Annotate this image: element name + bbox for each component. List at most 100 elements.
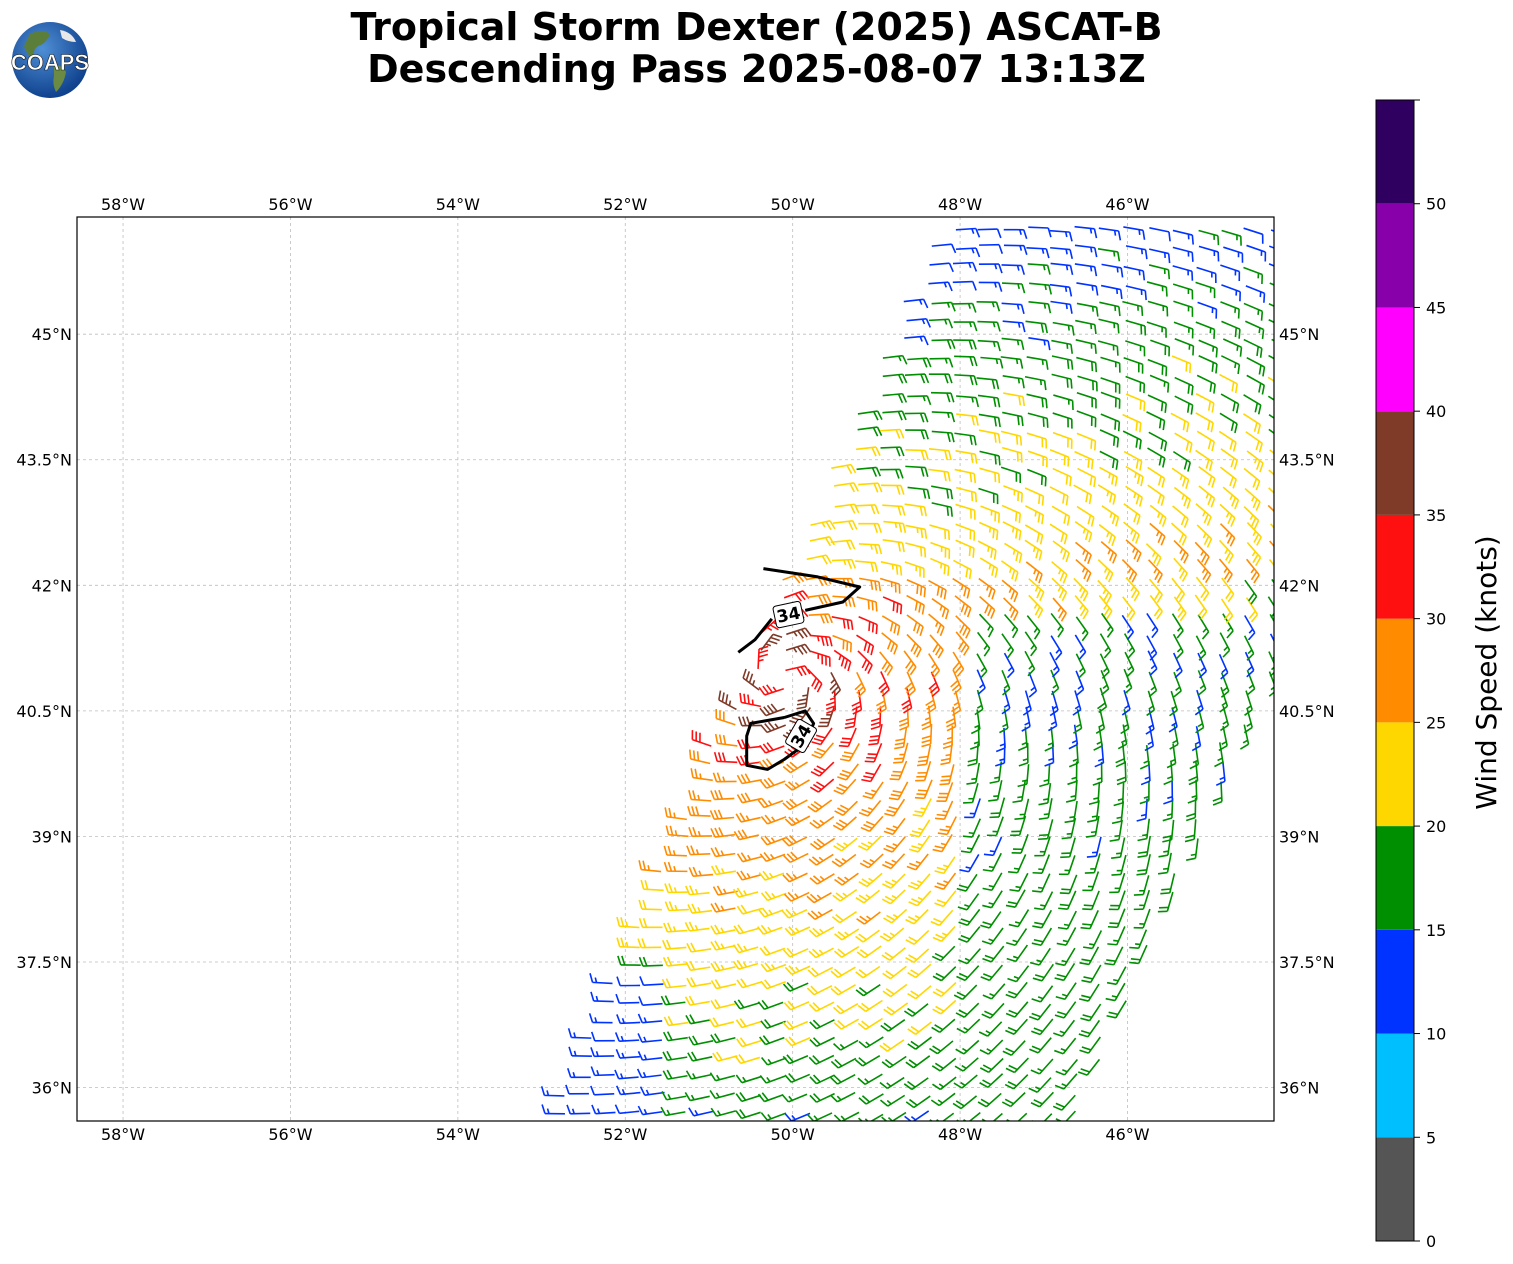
wind-barb bbox=[1105, 982, 1126, 1002]
wind-barb bbox=[784, 965, 811, 976]
wind-barb bbox=[710, 999, 736, 1010]
wind-barb bbox=[1072, 690, 1082, 716]
wind-barb bbox=[1123, 633, 1136, 659]
wind-barb bbox=[905, 542, 927, 558]
wind-barb bbox=[1076, 410, 1097, 428]
wind-barb bbox=[1052, 597, 1067, 622]
wind-barb bbox=[855, 560, 879, 573]
wind-barb bbox=[1125, 485, 1143, 507]
wind-barb bbox=[1243, 394, 1262, 415]
wind-barb bbox=[952, 1095, 978, 1110]
wind-barb bbox=[1218, 725, 1228, 752]
wind-barb bbox=[1113, 782, 1125, 807]
wind-barb bbox=[1002, 375, 1025, 389]
wind-barb bbox=[1030, 1058, 1054, 1075]
wind-barb bbox=[1125, 577, 1140, 602]
wind-barb bbox=[616, 976, 641, 987]
wind-barb bbox=[736, 904, 763, 915]
wind-barb bbox=[732, 943, 759, 954]
wind-barb bbox=[858, 872, 883, 888]
wind-barb bbox=[1172, 283, 1194, 300]
colorbar-tick-label: 10 bbox=[1426, 1025, 1446, 1044]
wind-barb bbox=[1146, 411, 1166, 431]
colorbar-label: Wind Speed (knots) bbox=[1470, 535, 1503, 809]
wind-barb bbox=[956, 486, 978, 503]
wind-barb bbox=[879, 577, 901, 594]
wind-barb bbox=[685, 1070, 712, 1080]
wind-barb bbox=[1061, 817, 1077, 840]
wind-barb bbox=[710, 924, 736, 935]
lon-tick-label-top: 52°W bbox=[603, 195, 647, 214]
wind-barb bbox=[915, 761, 932, 782]
wind-barb bbox=[956, 395, 980, 408]
wind-barb bbox=[980, 505, 1000, 523]
wind-barb bbox=[1026, 432, 1048, 449]
wind-barb bbox=[638, 918, 663, 929]
wind-barb bbox=[1174, 395, 1194, 415]
wind-barb bbox=[1147, 650, 1158, 676]
wind-barb bbox=[1082, 871, 1100, 892]
wind-barb bbox=[883, 520, 907, 533]
wind-barb bbox=[956, 873, 978, 892]
wind-barb bbox=[1172, 505, 1189, 528]
wind-barb bbox=[1097, 559, 1114, 583]
wind-barb bbox=[831, 463, 857, 475]
wind-barb bbox=[638, 996, 663, 1006]
wind-barb bbox=[857, 1073, 883, 1086]
wind-barb bbox=[1173, 539, 1189, 564]
wind-barb bbox=[907, 486, 931, 500]
wind-barb bbox=[1106, 966, 1127, 986]
wind-barb bbox=[879, 927, 905, 942]
colorbar-swatch bbox=[1376, 100, 1414, 204]
wind-barb bbox=[1173, 671, 1182, 698]
wind-barb bbox=[1099, 466, 1118, 487]
wind-barb bbox=[1109, 819, 1123, 842]
wind-barb bbox=[1157, 891, 1174, 913]
wind-barb bbox=[1246, 522, 1262, 546]
wind-barb bbox=[1125, 245, 1148, 260]
wind-barb bbox=[590, 1047, 615, 1058]
wind-barb bbox=[662, 939, 687, 950]
wind-barb bbox=[590, 1066, 615, 1077]
wind-barb bbox=[688, 790, 712, 802]
wind-barb bbox=[1076, 392, 1097, 409]
wind-barb bbox=[855, 504, 880, 515]
wind-barb bbox=[1198, 229, 1220, 246]
wind-barb bbox=[1194, 594, 1208, 620]
wind-barb bbox=[1219, 373, 1238, 394]
wind-barb bbox=[929, 1040, 954, 1055]
wind-barb bbox=[567, 1028, 592, 1039]
wind-barb bbox=[710, 847, 736, 858]
wind-barb bbox=[1048, 706, 1058, 732]
wind-barb bbox=[1123, 668, 1133, 695]
wind-barb bbox=[637, 1051, 663, 1061]
wind-barb bbox=[661, 978, 687, 989]
wind-barb bbox=[566, 1068, 591, 1079]
wind-barb bbox=[732, 887, 759, 898]
wind-barb bbox=[757, 999, 784, 1010]
wind-barb bbox=[1034, 836, 1051, 857]
colorbar-frame bbox=[1375, 99, 1415, 1242]
wind-barb bbox=[1137, 818, 1151, 842]
wind-barb bbox=[1219, 466, 1237, 489]
wind-barb bbox=[1101, 505, 1120, 527]
wind-barb bbox=[1157, 852, 1173, 875]
wind-barb bbox=[1121, 614, 1135, 640]
wind-barb bbox=[1125, 539, 1142, 563]
wind-barb bbox=[1125, 375, 1146, 394]
wind-barb bbox=[808, 947, 834, 959]
wind-barb bbox=[953, 321, 978, 332]
wind-barb bbox=[1054, 962, 1076, 982]
wind-barb bbox=[1052, 467, 1072, 487]
wind-barb bbox=[1003, 652, 1015, 679]
wind-barb bbox=[1028, 1003, 1052, 1021]
wind-barb bbox=[870, 706, 882, 730]
wind-barb bbox=[710, 789, 735, 801]
wind-barb bbox=[954, 468, 977, 484]
wind-barb bbox=[742, 668, 760, 691]
wind-barb bbox=[1032, 854, 1051, 875]
wind-barb bbox=[662, 956, 688, 967]
wind-barb bbox=[830, 1073, 856, 1085]
wind-barb bbox=[1269, 633, 1274, 659]
wind-barb bbox=[879, 1039, 905, 1052]
